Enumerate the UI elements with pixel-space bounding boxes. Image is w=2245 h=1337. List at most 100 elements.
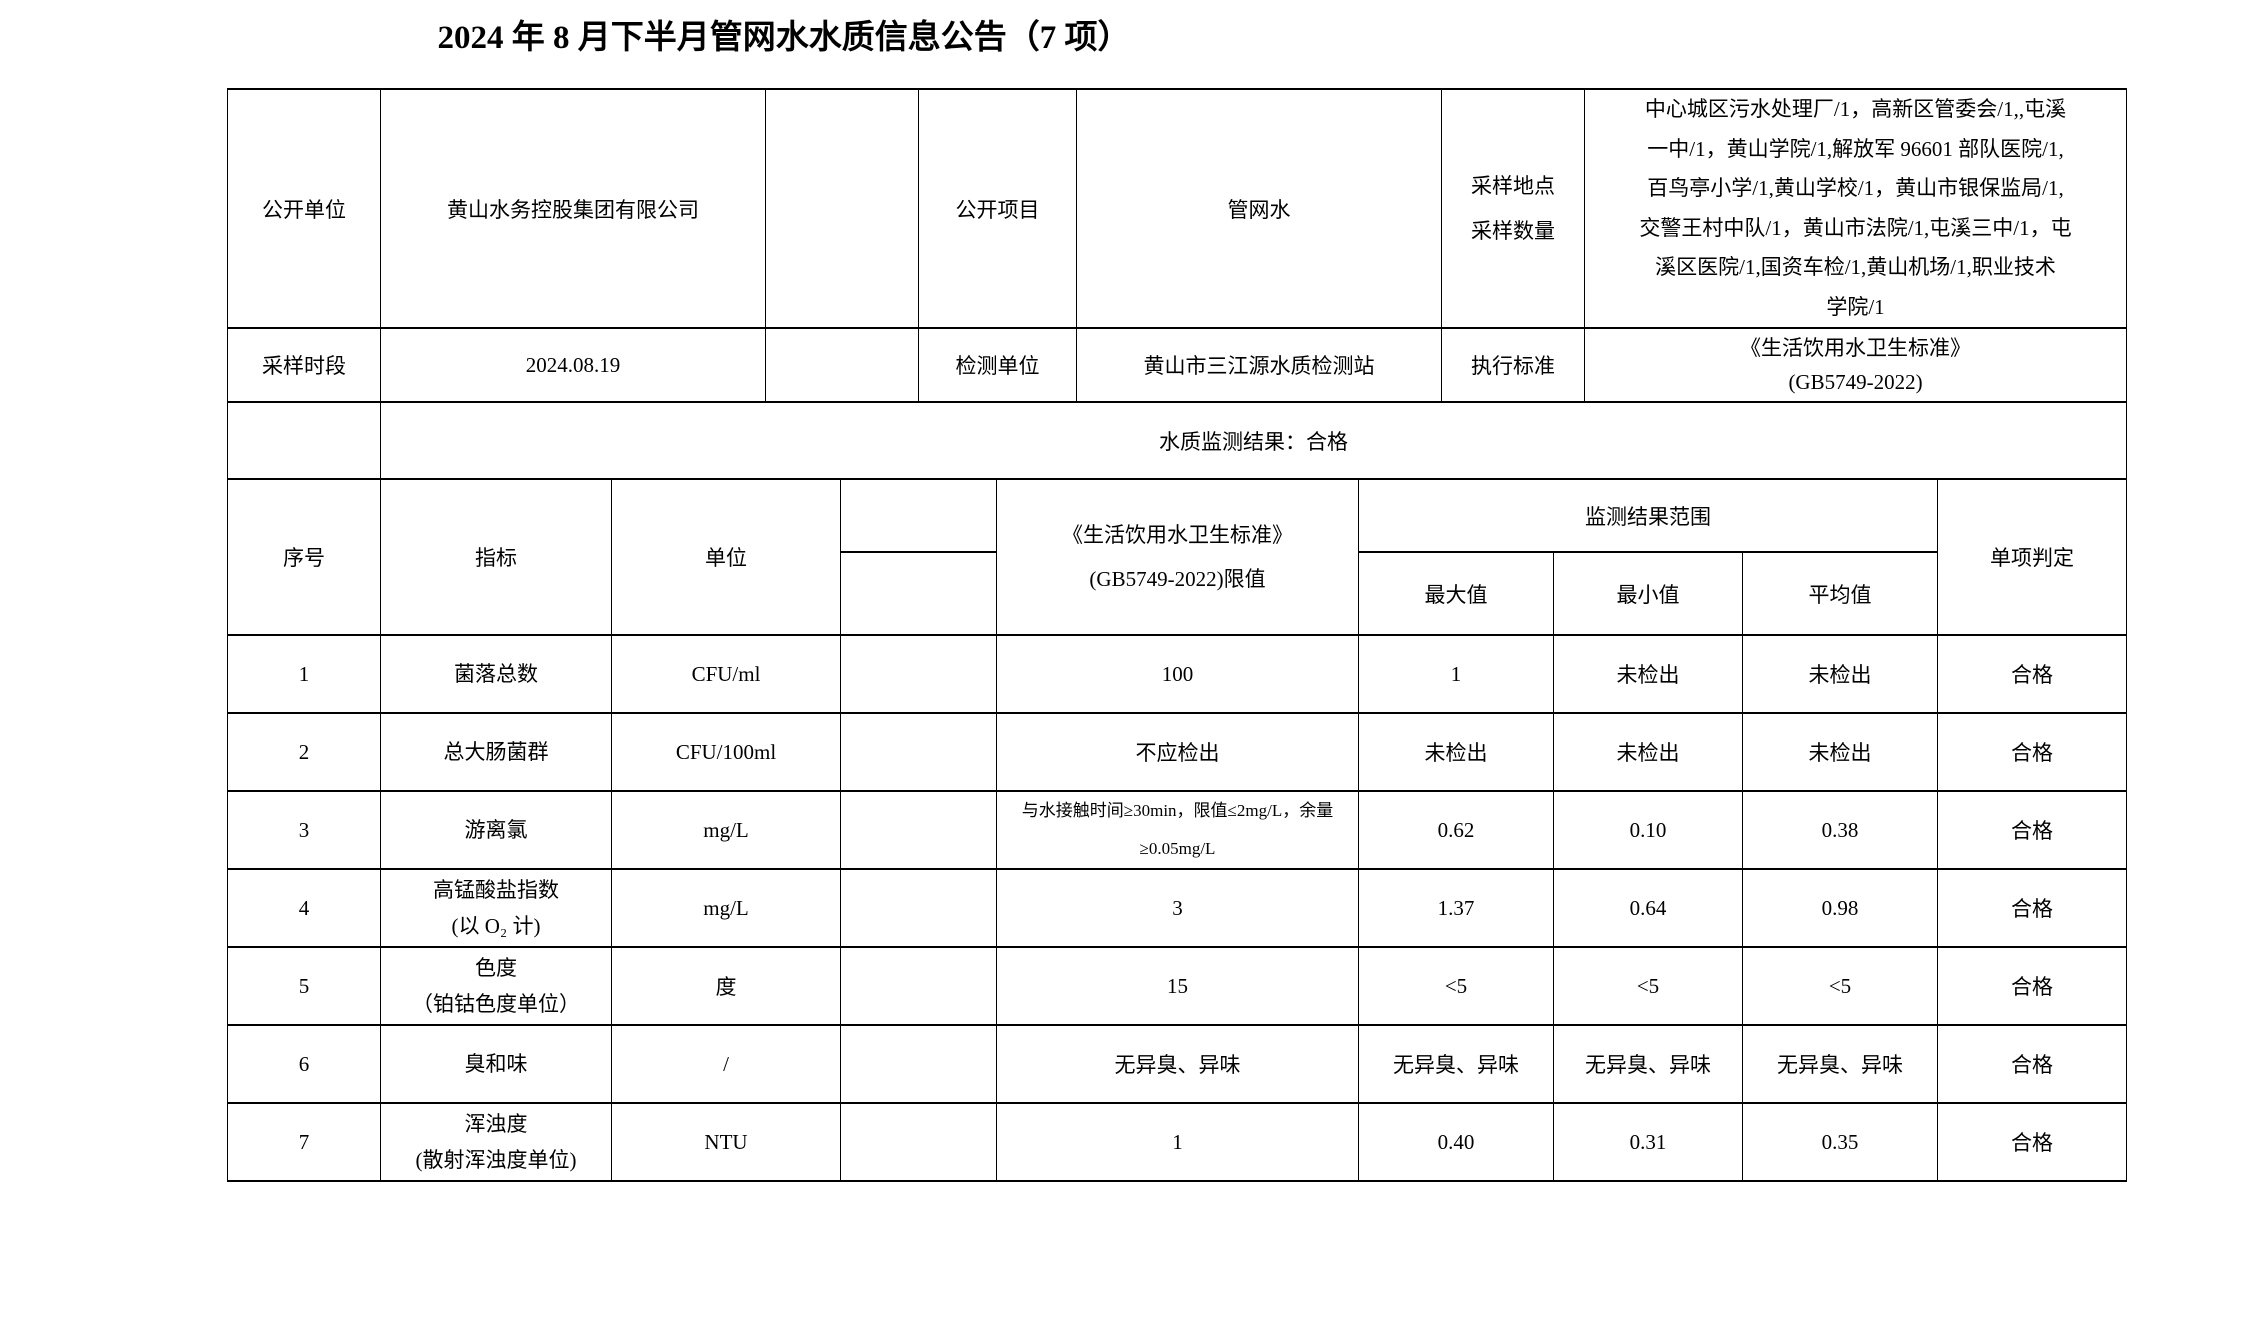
spacer-cell: [840, 551, 997, 636]
row-5-indicator: 色度 （铂钴色度单位）: [380, 946, 612, 1026]
row-7-avg: 0.35: [1742, 1102, 1938, 1182]
row-6-indicator: 臭和味: [380, 1024, 612, 1104]
row-3-no: 3: [227, 790, 381, 870]
spacer-cell: [840, 634, 997, 714]
row-2-no: 2: [227, 712, 381, 792]
row-4-avg: 0.98: [1742, 868, 1938, 948]
row-4-verdict: 合格: [1936, 868, 2128, 948]
row-7-min: 0.31: [1553, 1102, 1743, 1182]
row-6-no: 6: [227, 1024, 381, 1104]
header-range: 监测结果范围: [1358, 478, 1938, 553]
standard-value-cell: 《生活饮用水卫生标准》 (GB5749-2022): [1583, 327, 2128, 403]
row-6-avg: 无异臭、异味: [1742, 1024, 1938, 1104]
public-unit-label-cell: 公开单位: [227, 88, 381, 329]
row-1-verdict: 合格: [1936, 634, 2128, 714]
row-1-max: 1: [1358, 634, 1554, 714]
indicator-name: 总大肠菌群: [443, 740, 549, 764]
testing-unit-label-cell: 检测单位: [918, 327, 1077, 403]
sampling-period-value-cell: 2024.08.19: [380, 327, 766, 403]
spacer-cell: [765, 327, 919, 403]
row-5-limit: 15: [996, 946, 1359, 1026]
sampling-site-label-cell: 采样地点 采样数量: [1441, 88, 1585, 329]
sampling-sites-line: 交警王村中队/1，黄山市法院/1,屯溪三中/1，屯: [1639, 215, 2072, 240]
sampling-sites-line: 中心城区污水处理厂/1，高新区管委会/1,,屯溪: [1644, 97, 2067, 121]
water-quality-table: 公开单位 黄山水务控股集团有限公司 公开项目 管网水 采样地点 采样数量 中心城…: [227, 88, 2128, 1182]
header-no: 序号: [227, 478, 381, 636]
standard-label-cell: 执行标准: [1441, 327, 1585, 403]
row-5-min: <5: [1553, 946, 1743, 1026]
row-5-unit: 度: [611, 946, 841, 1026]
row-3-limit: 与水接触时间≥30min，限值≤2mg/L，余量≥0.05mg/L: [996, 790, 1359, 870]
header-verdict: 单项判定: [1936, 478, 2128, 636]
table-row: 2 总大肠菌群 CFU/100ml 不应检出 未检出 未检出 未检出 合格: [227, 712, 2128, 792]
row-4-limit: 3: [996, 868, 1359, 948]
header-avg: 平均值: [1742, 551, 1938, 636]
row-5-max: <5: [1358, 946, 1554, 1026]
public-unit-value-cell: 黄山水务控股集团有限公司: [380, 88, 766, 329]
row-4-min: 0.64: [1553, 868, 1743, 948]
row-1-unit: CFU/ml: [611, 634, 841, 714]
summary-row: 水质监测结果：合格: [227, 401, 2128, 480]
row-4-max: 1.37: [1358, 868, 1554, 948]
row-6-verdict: 合格: [1936, 1024, 2128, 1104]
spacer-cell: [227, 401, 381, 480]
spacer-cell: [840, 712, 997, 792]
public-project-value-cell: 管网水: [1076, 88, 1442, 329]
row-2-indicator: 总大肠菌群: [380, 712, 612, 792]
spacer-cell: [765, 88, 919, 329]
row-3-unit: mg/L: [611, 790, 841, 870]
document-title: 2024 年 8 月下半月管网水水质信息公告（7 项）: [437, 20, 1131, 56]
row-2-unit: CFU/100ml: [611, 712, 841, 792]
indicator-name: 浑浊度: [464, 1112, 528, 1136]
row-3-max: 0.62: [1358, 790, 1554, 870]
row-2-verdict: 合格: [1936, 712, 2128, 792]
sampling-period-label-cell: 采样时段: [227, 327, 381, 403]
header-indicator: 指标: [380, 478, 612, 636]
header-row-1: 序号 指标 单位 《生活饮用水卫生标准》 (GB5749-2022)限值 监测结…: [227, 478, 2128, 636]
row-5-avg: <5: [1742, 946, 1938, 1026]
row-3-verdict: 合格: [1936, 790, 2128, 870]
indicator-note: (以 O₂ 计): [451, 914, 541, 938]
row-7-max: 0.40: [1358, 1102, 1554, 1182]
row-3-min: 0.10: [1553, 790, 1743, 870]
row-2-avg: 未检出: [1742, 712, 1938, 792]
header-limit: 《生活饮用水卫生标准》 (GB5749-2022)限值: [996, 478, 1359, 636]
table-row: 6 臭和味 / 无异臭、异味 无异臭、异味 无异臭、异味 无异臭、异味 合格: [227, 1024, 2128, 1104]
info-row-2: 采样时段 2024.08.19 检测单位 黄山市三江源水质检测站 执行标准 《生…: [227, 327, 2128, 403]
summary-result-cell: 水质监测结果：合格: [379, 401, 2128, 480]
indicator-name: 色度: [475, 956, 517, 980]
public-project-label-cell: 公开项目: [918, 88, 1077, 329]
table-row: 5 色度 （铂钴色度单位） 度 15 <5 <5 <5 合格: [227, 946, 2128, 1026]
spacer-cell: [840, 1024, 997, 1104]
header-max: 最大值: [1358, 551, 1554, 636]
row-7-unit: NTU: [611, 1102, 841, 1182]
sampling-count-label-line2: 采样数量: [1471, 218, 1555, 243]
spacer-cell: [840, 478, 997, 553]
row-7-indicator: 浑浊度 (散射浑浊度单位): [380, 1102, 612, 1182]
indicator-name: 游离氯: [464, 818, 528, 842]
row-2-min: 未检出: [1553, 712, 1743, 792]
row-1-no: 1: [227, 634, 381, 714]
indicator-name: 臭和味: [464, 1052, 528, 1076]
spacer-cell: [840, 790, 997, 870]
row-6-unit: /: [611, 1024, 841, 1104]
table-row: 7 浑浊度 (散射浑浊度单位) NTU 1 0.40 0.31 0.35 合格: [227, 1102, 2128, 1182]
spacer-cell: [840, 946, 997, 1026]
indicator-note: （铂钴色度单位）: [412, 992, 580, 1016]
sampling-sites-line: 百鸟亭小学/1,黄山学校/1，黄山市银保监局/1,: [1647, 176, 2064, 200]
header-limit-line2: (GB5749-2022)限值: [1089, 567, 1266, 591]
row-2-limit: 不应检出: [996, 712, 1359, 792]
header-limit-line1: 《生活饮用水卫生标准》: [1062, 523, 1293, 547]
row-1-avg: 未检出: [1742, 634, 1938, 714]
standard-value-line2: (GB5749-2022): [1788, 370, 1923, 394]
table-row: 1 菌落总数 CFU/ml 100 1 未检出 未检出 合格: [227, 634, 2128, 714]
header-unit: 单位: [611, 478, 841, 636]
row-4-unit: mg/L: [611, 868, 841, 948]
testing-unit-value-cell: 黄山市三江源水质检测站: [1076, 327, 1442, 403]
row-3-avg: 0.38: [1742, 790, 1938, 870]
standard-value-line1: 《生活饮用水卫生标准》: [1740, 336, 1972, 360]
table-row: 4 高锰酸盐指数 (以 O₂ 计) mg/L 3 1.37 0.64 0.98 …: [227, 868, 2128, 948]
row-1-indicator: 菌落总数: [380, 634, 612, 714]
sampling-sites-line: 学院/1: [1826, 294, 1885, 319]
row-6-min: 无异臭、异味: [1553, 1024, 1743, 1104]
